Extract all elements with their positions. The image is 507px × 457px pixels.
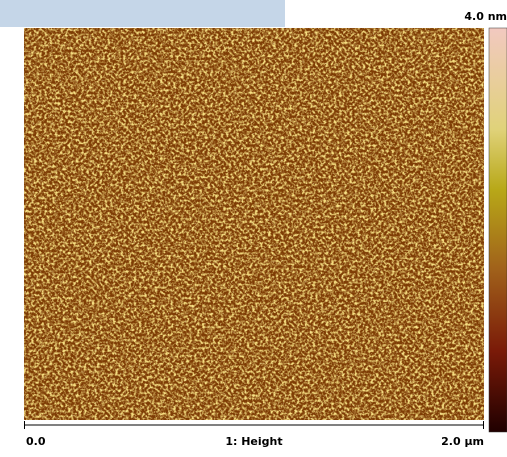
axis-end: 2.0 µm: [441, 435, 484, 448]
colorbar-max: 4.0 nm: [464, 10, 507, 23]
colorbar: [489, 28, 507, 432]
title-bar: [0, 0, 285, 27]
height-image: [24, 28, 484, 420]
channel-label: 1: Height: [225, 435, 282, 448]
scale-axis: [24, 421, 484, 429]
axis-start: 0.0: [26, 435, 46, 448]
afm-viewer: 4.0 nm 0.0 1: Height 2.0 µm: [0, 0, 507, 457]
